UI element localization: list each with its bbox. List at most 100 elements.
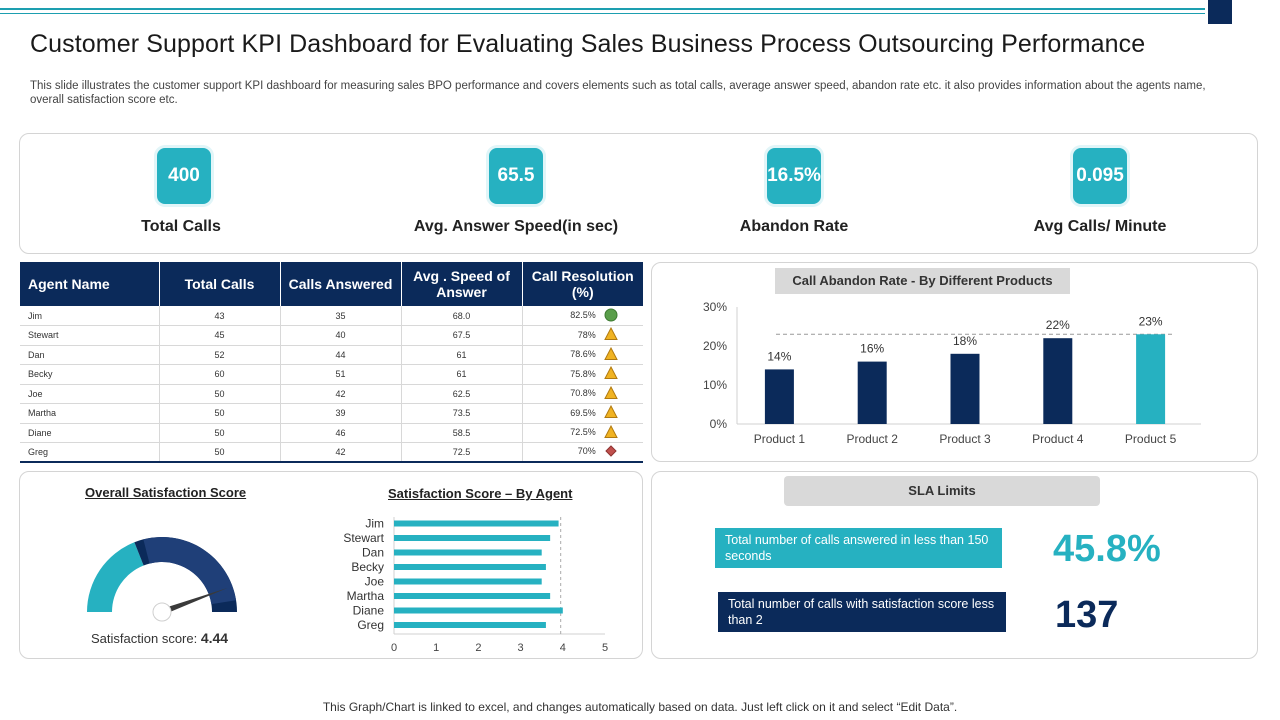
table-row: Diane 50 46 58.5 72.5% bbox=[20, 423, 643, 443]
bar-dan bbox=[394, 549, 542, 556]
data-label: 22% bbox=[1046, 318, 1070, 332]
total-calls-cell: 50 bbox=[159, 384, 281, 404]
calls-answered-cell: 42 bbox=[280, 384, 402, 404]
calls-answered-cell: 46 bbox=[280, 423, 402, 443]
speed-cell: 68.0 bbox=[401, 306, 523, 326]
header-accent-square bbox=[1208, 0, 1232, 24]
agent-name-cell: Martha bbox=[20, 403, 160, 424]
col-header-call-resolution: Call Resolution (%) bbox=[522, 262, 643, 306]
speed-cell: 67.5 bbox=[401, 325, 523, 346]
resolution-cell: 82.5% bbox=[522, 306, 643, 326]
agent-name-cell: Jim bbox=[20, 306, 160, 326]
status-warning-triangle-icon bbox=[596, 385, 626, 402]
status-warning-triangle-icon bbox=[596, 424, 626, 441]
kpi-abandon-rate-value: 16.5% bbox=[767, 148, 821, 204]
total-calls-cell: 45 bbox=[159, 325, 281, 346]
bar-greg bbox=[394, 622, 546, 628]
kpi-answer-speed-label: Avg. Answer Speed(in sec) bbox=[413, 218, 619, 235]
bar-stewart bbox=[394, 535, 551, 541]
y-tick-label: Dan bbox=[362, 546, 384, 560]
bar-product-1 bbox=[764, 369, 794, 424]
sla-satisfaction-box: Total number of calls with satisfaction … bbox=[718, 592, 1006, 632]
header-accent-line bbox=[0, 8, 1205, 10]
resolution-cell: 70.8% bbox=[522, 384, 643, 404]
bar-product-4 bbox=[1043, 338, 1073, 424]
abandon-rate-chart: 0% 10% 20% 30% 14% Product 1 16% Product 2 18% Pr… bbox=[703, 300, 1201, 446]
y-tick-label: Becky bbox=[351, 560, 384, 574]
total-calls-cell: 60 bbox=[159, 364, 281, 385]
total-calls-cell: 50 bbox=[159, 442, 281, 463]
gauge-segment-inner bbox=[143, 537, 237, 605]
status-bad-diamond-icon bbox=[596, 444, 626, 460]
footer-note: This Graph/Chart is linked to excel, and… bbox=[322, 700, 958, 714]
bar-diane bbox=[394, 607, 563, 614]
resolution-cell: 75.8% bbox=[522, 364, 643, 385]
header-accent-line-thin bbox=[0, 13, 1205, 14]
bar-jim bbox=[394, 520, 559, 527]
agent-name-cell: Diane bbox=[20, 423, 160, 443]
total-calls-cell: 43 bbox=[159, 306, 281, 326]
y-tick-label: Jim bbox=[365, 517, 384, 531]
y-tick-label: Joe bbox=[365, 575, 385, 589]
table-row: Dan 52 44 61 78.6% bbox=[20, 345, 643, 365]
resolution-cell: 69.5% bbox=[522, 403, 643, 424]
resolution-value: 69.5% bbox=[570, 407, 596, 418]
x-tick-label: 5 bbox=[602, 642, 608, 654]
speed-cell: 73.5 bbox=[401, 403, 523, 424]
status-warning-triangle-icon bbox=[596, 366, 626, 382]
status-warning-triangle-icon bbox=[596, 327, 626, 343]
total-calls-cell: 50 bbox=[159, 423, 281, 443]
y-tick-label: Greg bbox=[357, 618, 384, 632]
calls-answered-cell: 35 bbox=[280, 306, 402, 326]
table-row: Martha 50 39 73.5 69.5% bbox=[20, 403, 643, 424]
speed-cell: 72.5 bbox=[401, 442, 523, 463]
status-good-circle-icon bbox=[596, 308, 626, 324]
x-tick-label: 2 bbox=[475, 642, 481, 654]
bar-joe bbox=[394, 578, 542, 585]
gauge-segment-low bbox=[87, 542, 144, 612]
y-tick-label: 10% bbox=[703, 378, 727, 392]
agent-table-header: Agent Name Total Calls Calls Answered Av… bbox=[20, 262, 643, 306]
x-tick-label: Product 4 bbox=[1032, 432, 1084, 446]
sla-answered-box: Total number of calls answered in less t… bbox=[715, 528, 1002, 568]
y-tick-label: Diane bbox=[353, 604, 385, 618]
speed-cell: 61 bbox=[401, 345, 523, 365]
kpi-panel: 400 Total Calls 65.5 Avg. Answer Speed(i… bbox=[19, 133, 1258, 254]
resolution-value: 82.5% bbox=[570, 309, 596, 320]
bar-becky bbox=[394, 564, 546, 570]
sla-title: SLA Limits bbox=[784, 476, 1100, 506]
data-label: 18% bbox=[953, 334, 977, 348]
data-label: 23% bbox=[1139, 314, 1163, 328]
table-row: Becky 60 51 61 75.8% bbox=[20, 364, 643, 385]
overall-satisfaction-title: Overall Satisfaction Score bbox=[85, 485, 247, 500]
resolution-value: 72.5% bbox=[570, 427, 596, 438]
resolution-value: 70% bbox=[577, 446, 596, 457]
y-tick-label: 30% bbox=[703, 300, 727, 314]
col-header-agent-name: Agent Name bbox=[20, 262, 160, 306]
agent-table-body: Jim 43 35 68.0 82.5% Stewart 45 40 67.5 78% Dan 52 4… bbox=[20, 306, 643, 463]
speed-cell: 62.5 bbox=[401, 384, 523, 404]
agent-name-cell: Greg bbox=[20, 442, 160, 463]
bar-product-5 bbox=[1136, 334, 1166, 424]
agent-table: Agent Name Total Calls Calls Answered Av… bbox=[20, 262, 643, 463]
calls-answered-cell: 39 bbox=[280, 403, 402, 424]
satisfaction-score-value: 4.44 bbox=[200, 630, 229, 646]
calls-answered-cell: 51 bbox=[280, 364, 402, 385]
table-row: Joe 50 42 62.5 70.8% bbox=[20, 384, 643, 404]
satisfaction-gauge bbox=[87, 537, 237, 622]
kpi-abandon-rate-label: Abandon Rate bbox=[739, 218, 849, 235]
satisfaction-score-prefix: Satisfaction score: bbox=[91, 631, 201, 646]
resolution-value: 70.8% bbox=[570, 388, 596, 399]
bar-product-2 bbox=[857, 361, 887, 424]
x-tick-label: Product 2 bbox=[847, 432, 899, 446]
y-tick-label: 20% bbox=[703, 339, 727, 353]
speed-cell: 61 bbox=[401, 364, 523, 385]
calls-answered-cell: 42 bbox=[280, 442, 402, 463]
data-label: 16% bbox=[860, 342, 884, 356]
kpi-calls-per-minute-value: 0.095 bbox=[1073, 148, 1127, 204]
kpi-calls-per-minute-label: Avg Calls/ Minute bbox=[1033, 218, 1167, 235]
table-row: Jim 43 35 68.0 82.5% bbox=[20, 306, 643, 326]
y-tick-label: Martha bbox=[347, 589, 385, 603]
sla-satisfaction-value: 137 bbox=[1055, 594, 1119, 636]
resolution-cell: 78.6% bbox=[522, 345, 643, 365]
